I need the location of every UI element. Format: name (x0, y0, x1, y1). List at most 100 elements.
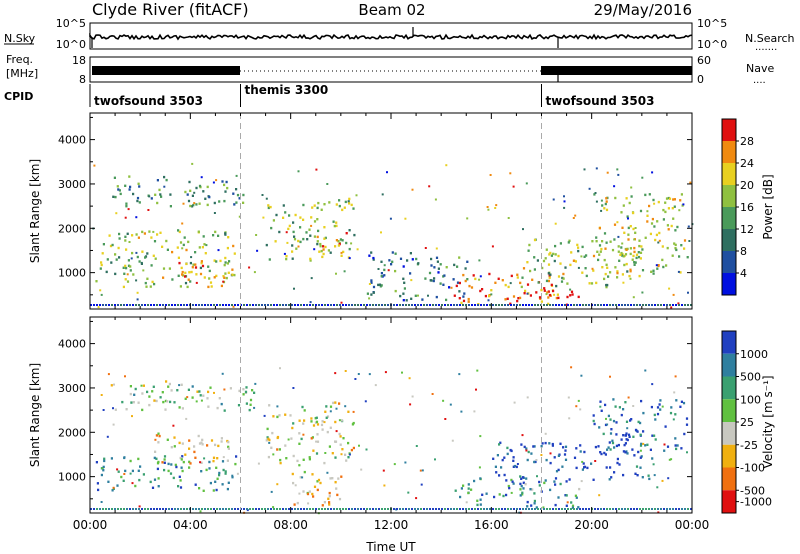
heatmap-floor-cell (201, 508, 203, 510)
heatmap-cell (324, 245, 327, 249)
heatmap-cell (316, 235, 319, 239)
heatmap-cell (673, 205, 676, 208)
heatmap-cell (224, 261, 227, 264)
heatmap-cell (513, 464, 517, 468)
heatmap-floor-cell (474, 508, 476, 510)
heatmap-noise-cell (487, 208, 490, 211)
heatmap-cell (523, 445, 526, 449)
heatmap-cell (458, 281, 461, 285)
heatmap-cell (245, 402, 248, 405)
heatmap-cell (220, 402, 223, 406)
heatmap-cell (347, 456, 350, 459)
heatmap-cell (231, 268, 234, 271)
heatmap-noise-cell (323, 421, 326, 424)
heatmap-cell (633, 246, 636, 250)
heatmap-cell (650, 405, 653, 409)
heatmap-cell (145, 285, 148, 288)
heatmap-cell (625, 197, 628, 200)
heatmap-floor-cell (585, 508, 587, 510)
heatmap-cell (310, 420, 313, 423)
heatmap-cell (633, 454, 636, 457)
heatmap-cell (218, 471, 221, 475)
heatmap-floor-cell (564, 508, 566, 510)
heatmap-cell (303, 419, 306, 422)
heatmap-noise-cell (131, 415, 133, 418)
heatmap-floor-cell (147, 508, 149, 510)
heatmap-cell (115, 258, 118, 261)
heatmap-cell (279, 461, 282, 465)
heatmap-cell (372, 256, 375, 260)
heatmap-floor-cell (198, 304, 200, 306)
heatmap-cell (417, 262, 420, 265)
heatmap-noise-cell (344, 405, 347, 408)
heatmap-floor-cell (312, 304, 314, 306)
heatmap-floor-cell (558, 304, 560, 306)
heatmap-cell (622, 255, 625, 258)
heatmap-floor-cell (681, 508, 683, 510)
station-title: Clyde River (fitACF) (92, 0, 249, 19)
heatmap-noise-cell (621, 242, 624, 245)
heatmap-cell (618, 406, 621, 409)
heatmap-cell (142, 473, 145, 476)
heatmap-cell (604, 272, 607, 276)
heatmap-cell (178, 441, 181, 445)
x-tick-label: 00:00 (675, 518, 710, 532)
heatmap-noise-cell (657, 241, 660, 244)
heatmap-cell (682, 401, 686, 405)
heatmap-floor-cell (303, 304, 305, 306)
heatmap-cell (632, 211, 635, 215)
heatmap-floor-cell (498, 508, 500, 510)
heatmap-cell (674, 247, 677, 250)
heatmap-floor-cell (288, 304, 290, 306)
heatmap-cell (242, 388, 245, 391)
heatmap-cell (302, 203, 305, 207)
cpid-label: CPID (4, 90, 33, 103)
heatmap-cell (534, 460, 537, 464)
heatmap-cell (683, 432, 686, 436)
heatmap-cell (674, 229, 677, 232)
heatmap-floor-cell (552, 304, 554, 306)
heatmap-floor-cell (99, 508, 101, 510)
heatmap-cell (253, 391, 256, 394)
heatmap-noise-cell (272, 506, 275, 509)
heatmap-cell (470, 286, 474, 289)
heatmap-cell (648, 477, 651, 481)
heatmap-floor-cell (357, 508, 359, 510)
heatmap-cell (293, 238, 297, 241)
heatmap-cell (352, 446, 355, 450)
heatmap-cell (163, 461, 166, 464)
heatmap-cell (100, 263, 103, 267)
heatmap-cell (329, 405, 333, 408)
heatmap-cell (630, 195, 633, 198)
heatmap-cell (654, 418, 657, 421)
heatmap-cell (592, 419, 595, 423)
heatmap-floor-cell (588, 508, 590, 510)
heatmap-floor-cell (498, 304, 500, 306)
heatmap-cell (227, 447, 230, 450)
heatmap-cell (282, 204, 285, 207)
heatmap-cell (638, 239, 641, 242)
heatmap-noise-cell (641, 176, 644, 179)
heatmap-cell (302, 490, 305, 493)
heatmap-cell (601, 240, 604, 243)
heatmap-cell (372, 291, 375, 294)
colorbar-segment (722, 376, 736, 400)
heatmap-cell (455, 284, 458, 288)
heatmap-cell (291, 250, 294, 253)
heatmap-floor-cell (297, 304, 299, 306)
heatmap-cell (285, 457, 288, 460)
heatmap-floor-cell (504, 304, 506, 306)
heatmap-noise-cell (136, 298, 139, 301)
heatmap-floor-cell (138, 304, 140, 306)
heatmap-noise-cell (107, 373, 110, 376)
heatmap-noise-cell (686, 451, 688, 454)
heatmap-cell (318, 250, 321, 253)
heatmap-cell (317, 478, 321, 482)
heatmap-noise-cell (193, 191, 196, 194)
heatmap-floor-cell (558, 508, 560, 510)
heatmap-cell (127, 259, 130, 262)
heatmap-cell (184, 190, 187, 194)
heatmap-cell (474, 277, 477, 281)
heatmap-floor-cell (315, 304, 317, 306)
heatmap-cell (328, 494, 331, 498)
